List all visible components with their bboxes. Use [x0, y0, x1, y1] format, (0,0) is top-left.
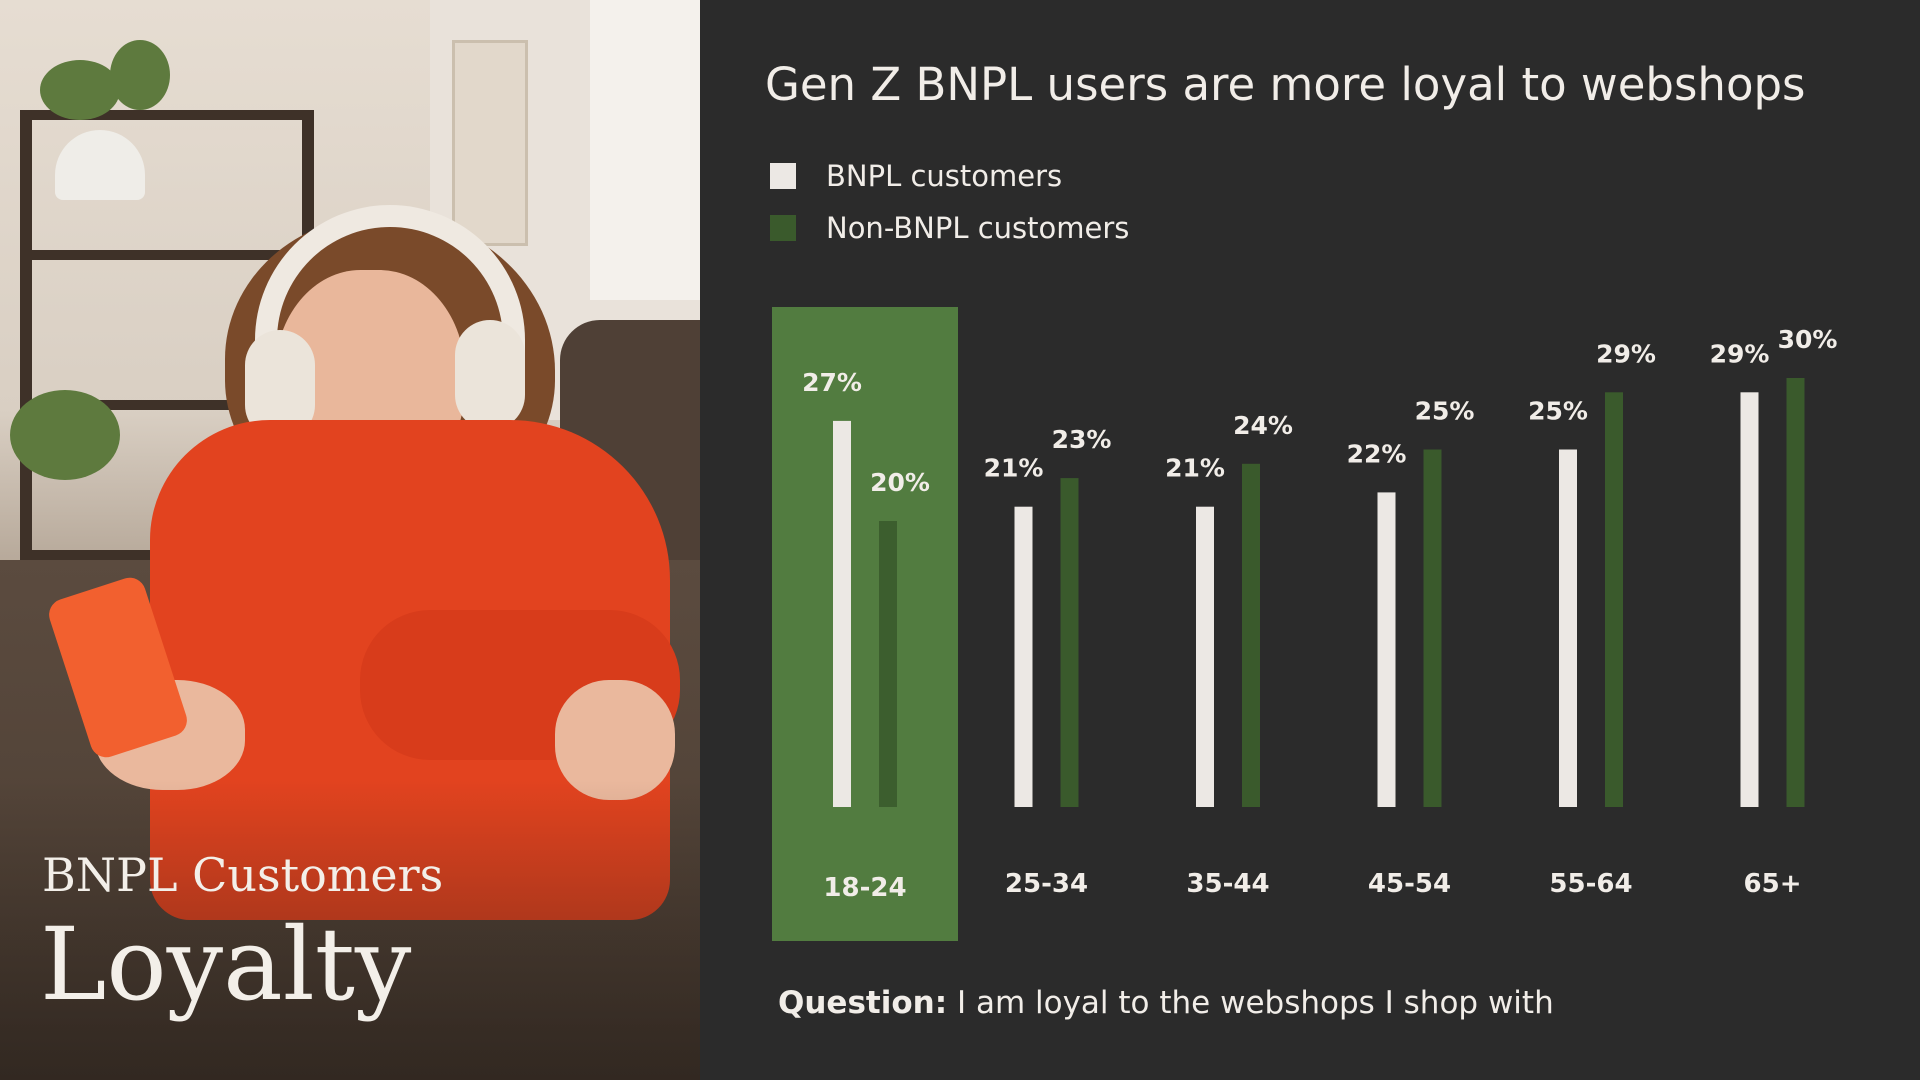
legend-label-non-bnpl: Non-BNPL customers: [826, 211, 1130, 245]
chart-legend: BNPL customers Non-BNPL customers: [770, 150, 1129, 254]
x-tick-label: 55-64: [1549, 869, 1632, 899]
hero-photo: [0, 0, 700, 1080]
data-label: 21%: [1165, 454, 1225, 483]
question-prefix: Question:: [778, 985, 948, 1021]
data-label: 20%: [870, 468, 930, 497]
bar-non-bnpl: [1605, 392, 1623, 807]
legend-swatch-bnpl: [770, 163, 796, 189]
highlight-band: [772, 307, 958, 941]
data-label: 29%: [1596, 339, 1656, 368]
legend-item-non-bnpl: Non-BNPL customers: [770, 202, 1129, 254]
bar-bnpl: [1377, 492, 1396, 807]
bar-bnpl: [833, 420, 851, 807]
bar-bnpl: [1740, 392, 1759, 807]
data-label: 21%: [984, 454, 1044, 483]
question-text: I am loyal to the webshops I shop with: [947, 985, 1554, 1021]
data-label: 30%: [1778, 325, 1838, 354]
panel-title: Loyalty: [40, 906, 412, 1023]
x-tick-label: 25-34: [1005, 869, 1088, 899]
data-label: 22%: [1347, 439, 1407, 468]
data-label: 25%: [1415, 397, 1475, 426]
data-label: 29%: [1710, 339, 1770, 368]
legend-swatch-non-bnpl: [770, 215, 796, 241]
legend-label-bnpl: BNPL customers: [826, 159, 1063, 193]
x-tick-label: 35-44: [1186, 869, 1269, 899]
data-label: 24%: [1233, 411, 1293, 440]
data-label: 27%: [802, 368, 862, 397]
panel-subtitle: BNPL Customers: [42, 848, 444, 902]
survey-question: Question: I am loyal to the webshops I s…: [778, 985, 1554, 1021]
bar-bnpl: [1559, 449, 1577, 807]
x-tick-label: 65+: [1744, 869, 1802, 899]
bar-non-bnpl: [1242, 463, 1260, 807]
data-label: 23%: [1052, 425, 1112, 454]
bar-non-bnpl: [1423, 449, 1442, 807]
bar-non-bnpl: [1060, 478, 1079, 807]
legend-item-bnpl: BNPL customers: [770, 150, 1129, 202]
data-label: 25%: [1528, 397, 1588, 426]
bar-non-bnpl: [1786, 378, 1805, 807]
bar-bnpl: [1014, 506, 1033, 807]
x-tick-label: 18-24: [823, 873, 906, 903]
bar-bnpl: [1196, 506, 1214, 807]
x-tick-label: 45-54: [1368, 869, 1451, 899]
bar-non-bnpl: [879, 521, 897, 807]
chart-title: Gen Z BNPL users are more loyal to websh…: [765, 58, 1806, 111]
